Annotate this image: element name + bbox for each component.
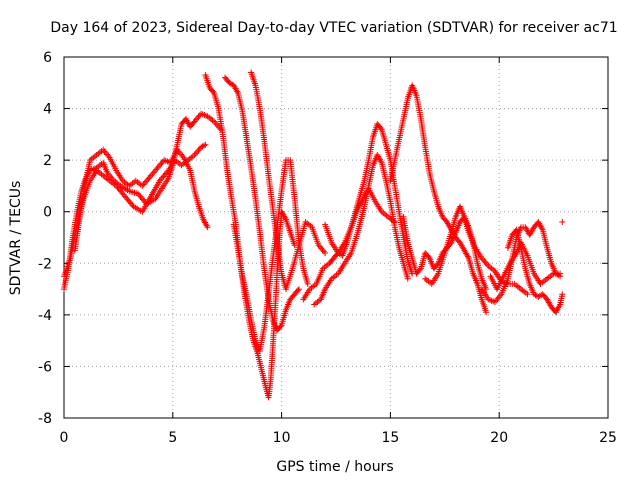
data-point: [391, 219, 398, 225]
grid-lines: [64, 57, 608, 418]
data-point: [201, 142, 207, 149]
y-tick-label: 0: [43, 205, 52, 221]
data-point: [524, 291, 531, 298]
x-tick-label: 20: [490, 430, 508, 446]
data-point: [277, 323, 284, 330]
data-points: [61, 69, 566, 401]
y-tick-label: 4: [43, 102, 52, 118]
x-tick-label: 15: [381, 430, 399, 446]
data-point: [304, 280, 311, 287]
x-tick-label: 0: [60, 430, 69, 446]
data-point: [416, 266, 423, 273]
data-point: [164, 168, 171, 175]
data-point: [202, 141, 209, 148]
data-point: [377, 124, 384, 131]
data-point: [559, 219, 566, 225]
plot-frame: [63, 56, 609, 419]
x-tick-label: 5: [168, 430, 177, 446]
x-tick-label: 25: [599, 430, 617, 446]
data-point: [322, 250, 329, 256]
data-point: [210, 88, 217, 95]
y-tick-label: 6: [43, 50, 52, 66]
y-tick-label: -8: [38, 411, 52, 427]
data-point: [204, 224, 211, 231]
data-point: [559, 291, 566, 298]
axis-ticks: 0 5 10 15 20 25 -8 -6 -4 -2 0 2 4 6: [38, 50, 617, 446]
y-axis-label: SDTVAR / TECUs: [8, 181, 24, 296]
y-tick-label: -2: [38, 256, 52, 272]
y-tick-label: -4: [38, 308, 52, 324]
y-tick-label: -6: [38, 359, 52, 375]
data-point: [296, 286, 302, 293]
data-point: [483, 309, 490, 316]
x-axis-label: GPS time / hours: [276, 459, 393, 475]
y-tick-label: 2: [43, 153, 52, 169]
data-point: [294, 287, 301, 294]
data-point: [404, 275, 411, 282]
chart-title: Day 164 of 2023, Sidereal Day-to-day VTE…: [50, 20, 617, 36]
x-tick-label: 10: [273, 430, 291, 446]
data-point: [557, 270, 564, 277]
